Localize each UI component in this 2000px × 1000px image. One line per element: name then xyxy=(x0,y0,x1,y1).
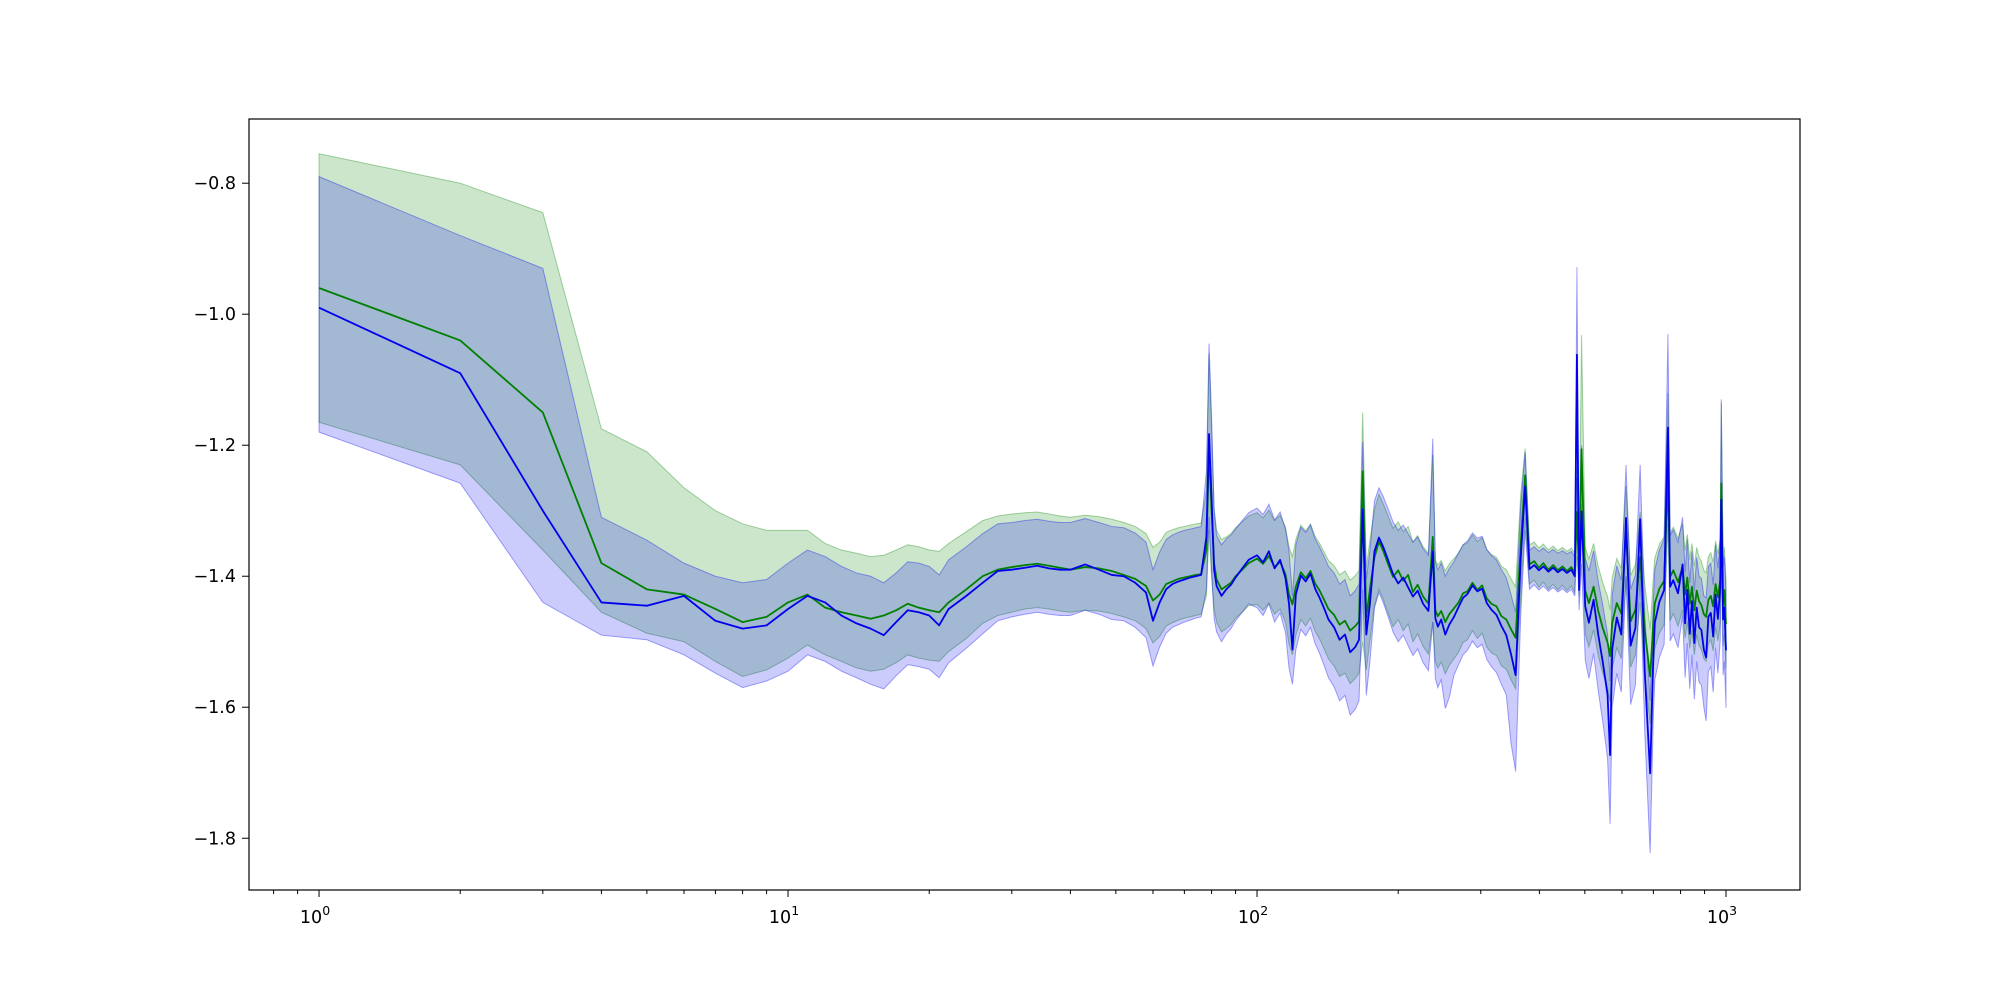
y-tick-label: −0.8 xyxy=(194,174,237,194)
y-tick-label: −1.6 xyxy=(194,698,237,718)
y-tick-label: −1.2 xyxy=(194,436,237,456)
x-tick-label: 101 xyxy=(769,903,799,928)
y-tick-label: −1.8 xyxy=(194,829,237,849)
x-tick-label: 100 xyxy=(300,903,330,928)
x-tick-label: 102 xyxy=(1238,903,1268,928)
y-tick-label: −1.4 xyxy=(194,567,237,587)
blue-series-band xyxy=(318,175,1727,854)
x-tick-label: 103 xyxy=(1707,903,1737,928)
y-tick-label: −1.0 xyxy=(194,305,237,325)
green-series-line xyxy=(318,287,1727,678)
blue-series-line xyxy=(318,306,1727,775)
plot-frame xyxy=(248,118,1801,891)
green-series-band xyxy=(318,153,1727,724)
